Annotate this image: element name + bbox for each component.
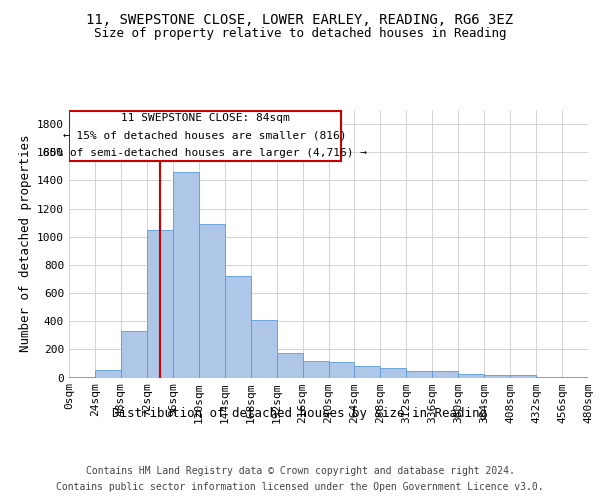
Bar xyxy=(355,366,380,378)
Text: Contains public sector information licensed under the Open Government Licence v3: Contains public sector information licen… xyxy=(56,482,544,492)
Bar xyxy=(432,371,458,378)
Text: 11 SWEPSTONE CLOSE: 84sqm: 11 SWEPSTONE CLOSE: 84sqm xyxy=(121,114,290,124)
Bar xyxy=(458,374,484,378)
Text: ← 15% of detached houses are smaller (816): ← 15% of detached houses are smaller (81… xyxy=(64,130,347,140)
Text: Distribution of detached houses by size in Reading: Distribution of detached houses by size … xyxy=(113,408,487,420)
Bar xyxy=(225,276,251,378)
Y-axis label: Number of detached properties: Number of detached properties xyxy=(19,135,32,352)
Text: 85% of semi-detached houses are larger (4,716) →: 85% of semi-detached houses are larger (… xyxy=(43,148,367,158)
Bar xyxy=(173,172,199,378)
Bar xyxy=(329,362,355,378)
Bar xyxy=(95,370,121,378)
Bar xyxy=(69,110,341,162)
Bar xyxy=(69,377,95,378)
Bar xyxy=(302,360,329,378)
Bar xyxy=(484,374,510,378)
Bar xyxy=(277,353,302,378)
Bar xyxy=(199,224,224,378)
Bar xyxy=(251,320,277,378)
Bar xyxy=(406,371,432,378)
Text: 11, SWEPSTONE CLOSE, LOWER EARLEY, READING, RG6 3EZ: 11, SWEPSTONE CLOSE, LOWER EARLEY, READI… xyxy=(86,12,514,26)
Bar xyxy=(121,331,147,378)
Bar xyxy=(147,230,173,378)
Bar xyxy=(380,368,406,378)
Text: Contains HM Land Registry data © Crown copyright and database right 2024.: Contains HM Land Registry data © Crown c… xyxy=(86,466,514,476)
Bar xyxy=(510,375,536,378)
Text: Size of property relative to detached houses in Reading: Size of property relative to detached ho… xyxy=(94,28,506,40)
